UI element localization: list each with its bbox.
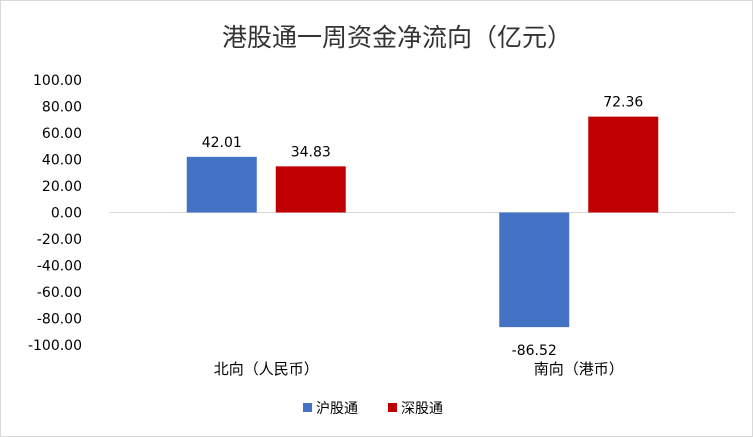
y-tick-label: -40.00 — [37, 259, 82, 275]
y-tick-label: 100.00 — [33, 73, 82, 89]
data-label: 34.83 — [291, 144, 331, 160]
bar — [186, 156, 257, 213]
bar — [588, 116, 659, 213]
y-tick-label: 20.00 — [42, 179, 82, 195]
x-axis-categories: 北向（人民币） 南向（港币） — [214, 360, 624, 378]
data-label: 72.36 — [603, 95, 643, 111]
legend: 沪股通 深股通 — [303, 401, 443, 417]
y-tick-label: -60.00 — [37, 285, 82, 301]
y-tick-label: -20.00 — [37, 232, 82, 248]
data-label: -86.52 — [512, 343, 557, 359]
y-tick-label: 0.00 — [51, 206, 82, 222]
bar — [499, 212, 570, 328]
x-category-label: 北向（人民币） — [214, 360, 319, 378]
bar — [275, 166, 346, 213]
chart-title: 港股通一周资金净流向（亿元） — [222, 23, 572, 52]
y-tick-label: 40.00 — [42, 153, 82, 169]
legend-label: 深股通 — [401, 401, 443, 417]
legend-swatch — [388, 403, 397, 412]
x-category-label: 南向（港币） — [534, 360, 624, 378]
y-tick-label: 60.00 — [42, 126, 82, 142]
data-label: 42.01 — [202, 135, 242, 151]
legend-label: 沪股通 — [316, 401, 358, 417]
y-axis: 100.00 80.00 60.00 40.00 20.00 0.00 -20.00 -40.… — [28, 73, 735, 354]
y-tick-label: -100.00 — [28, 338, 82, 354]
y-tick-label: -80.00 — [37, 312, 82, 328]
y-tick-label: 80.00 — [42, 100, 82, 116]
legend-swatch — [303, 403, 312, 412]
bars: 42.01 -86.52 34.83 72.36 — [186, 95, 659, 359]
